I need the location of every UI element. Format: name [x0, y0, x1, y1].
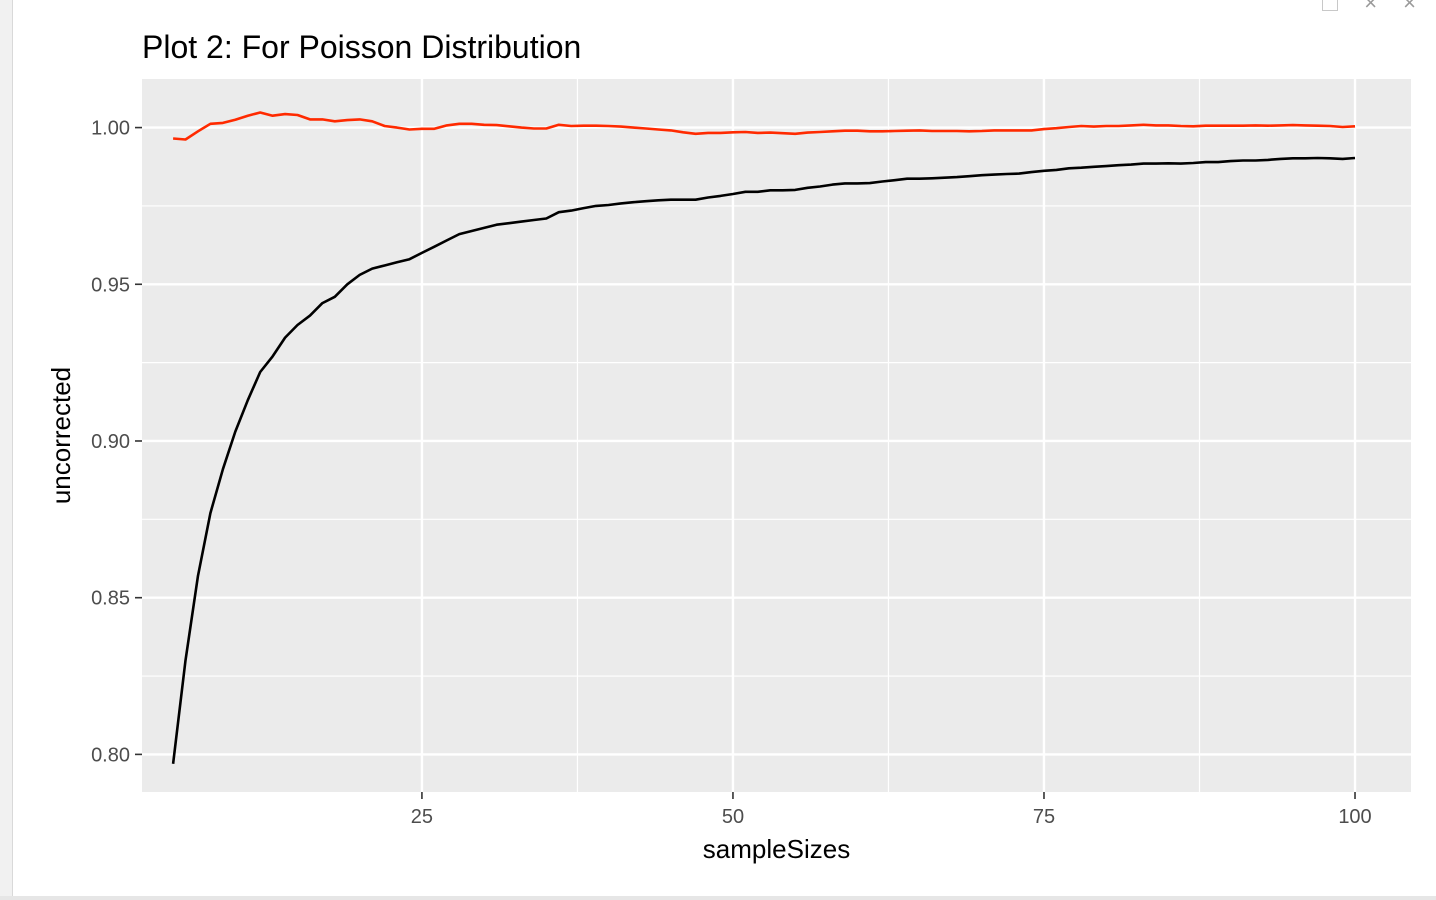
- minor-gridlines: [142, 79, 1411, 792]
- y-tick-label: 0.90: [91, 431, 130, 453]
- major-gridlines: [142, 79, 1411, 792]
- minimize-icon[interactable]: ×: [1364, 0, 1378, 15]
- x-tick-label: 100: [1338, 806, 1371, 828]
- y-tick-label: 0.85: [91, 588, 130, 610]
- y-tick-label: 1.00: [91, 118, 130, 140]
- series-layer: [171, 111, 1356, 764]
- y-axis: 0.80 0.85 0.90 0.95 1.00: [91, 118, 142, 766]
- restore-icon[interactable]: [1322, 0, 1339, 11]
- x-axis: 25 50 75 100: [411, 792, 1372, 828]
- x-axis-title: sampleSizes: [703, 834, 850, 864]
- plot-panel: [142, 79, 1411, 792]
- x-tick-label: 50: [722, 806, 744, 828]
- window-bottom-border: [0, 896, 1436, 900]
- x-tick-label: 25: [411, 806, 433, 828]
- y-tick-label: 0.80: [91, 744, 130, 766]
- y-tick-label: 0.95: [91, 274, 130, 296]
- window-left-border: [0, 0, 13, 900]
- close-icon[interactable]: ×: [1403, 0, 1416, 15]
- x-tick-label: 75: [1033, 806, 1055, 828]
- window-controls: × ×: [1322, 0, 1416, 14]
- chart-title: Plot 2: For Poisson Distribution: [142, 29, 581, 65]
- y-axis-title: uncorrected: [46, 367, 76, 504]
- series-line-red: [172, 111, 1356, 141]
- series-line-black: [171, 156, 1356, 764]
